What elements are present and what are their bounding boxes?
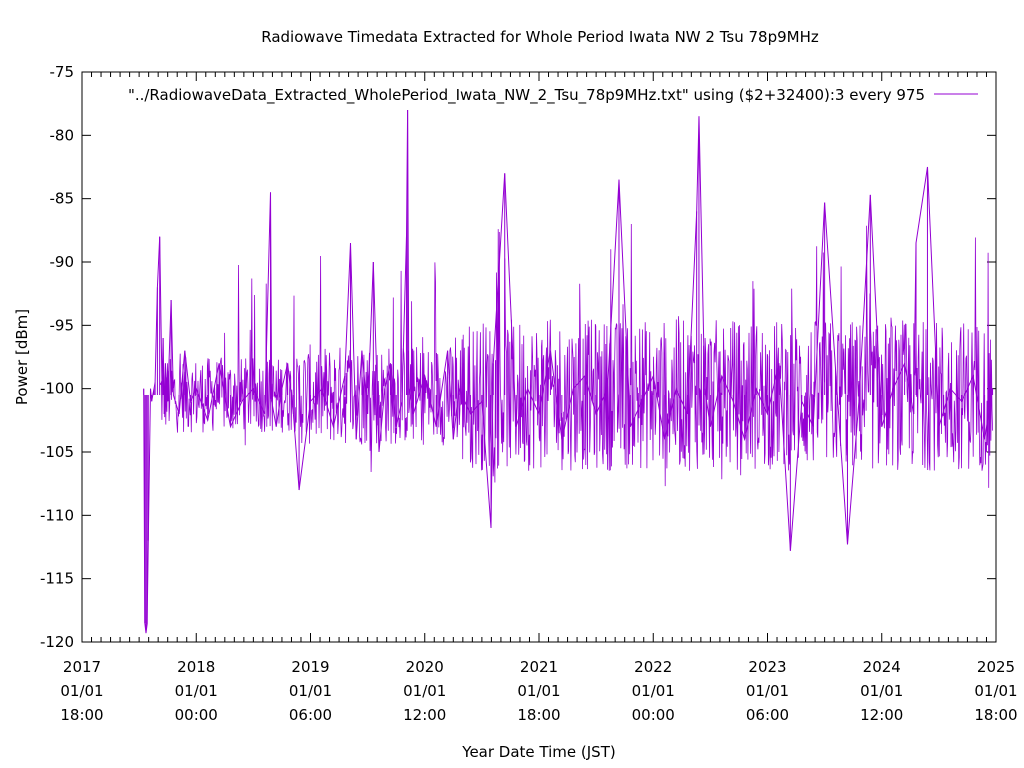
plot-frame (81, 71, 997, 643)
x-tick-label-date: 01/01 (860, 682, 903, 700)
x-tick-label-time: 06:00 (289, 706, 332, 724)
series-texture (159, 223, 993, 488)
series-line (143, 109, 994, 634)
y-tick-label: -120 (40, 633, 74, 651)
x-tick-label-year: 2018 (177, 658, 215, 676)
x-tick-label-year: 2021 (520, 658, 558, 676)
x-tick-label-date: 01/01 (289, 682, 332, 700)
y-tick-label: -100 (40, 380, 74, 398)
x-tick-label-time: 18:00 (60, 706, 103, 724)
tick-layer: -75 -80 -85 -90 -95 -100 -105 -110 -115 -120 2017 0… (40, 63, 1018, 724)
x-tick-label-date: 01/01 (517, 682, 560, 700)
x-tick-label-date: 01/01 (403, 682, 446, 700)
x-tick-label-year: 2023 (748, 658, 786, 676)
x-tick-label-time: 12:00 (860, 706, 903, 724)
x-tick-label-time: 00:00 (175, 706, 218, 724)
x-tick-label-year: 2017 (63, 658, 101, 676)
y-tick-label: -80 (50, 126, 75, 144)
y-tick-label: -90 (50, 253, 75, 271)
y-tick-label: -85 (50, 190, 75, 208)
x-axis-label: Year Date Time (JST) (461, 743, 615, 761)
x-tick-label-time: 06:00 (746, 706, 789, 724)
x-tick-label-date: 01/01 (974, 682, 1017, 700)
x-tick-label-time: 00:00 (632, 706, 675, 724)
chart-title: Radiowave Timedata Extracted for Whole P… (261, 28, 819, 46)
y-tick-label: -105 (40, 443, 74, 461)
x-tick-label-date: 01/01 (632, 682, 675, 700)
legend: "../RadiowaveData_Extracted_WholePeriod_… (128, 86, 978, 105)
x-tick-label-year: 2025 (977, 658, 1015, 676)
x-tick-label-year: 2024 (863, 658, 901, 676)
legend-label: "../RadiowaveData_Extracted_WholePeriod_… (128, 86, 925, 105)
x-tick-label-year: 2022 (634, 658, 672, 676)
x-tick-label-date: 01/01 (175, 682, 218, 700)
series-layer (143, 109, 994, 634)
x-tick-label-date: 01/01 (60, 682, 103, 700)
y-tick-label: -95 (50, 316, 75, 334)
x-tick-label-time: 18:00 (974, 706, 1017, 724)
y-axis-label: Power [dBm] (13, 309, 31, 405)
x-tick-label-date: 01/01 (746, 682, 789, 700)
y-tick-label: -110 (40, 506, 74, 524)
x-tick-label-year: 2019 (291, 658, 329, 676)
x-tick-label-time: 18:00 (517, 706, 560, 724)
x-tick-label-year: 2020 (406, 658, 444, 676)
x-tick-label-time: 12:00 (403, 706, 446, 724)
y-tick-label: -115 (40, 570, 74, 588)
y-tick-label: -75 (50, 63, 75, 81)
